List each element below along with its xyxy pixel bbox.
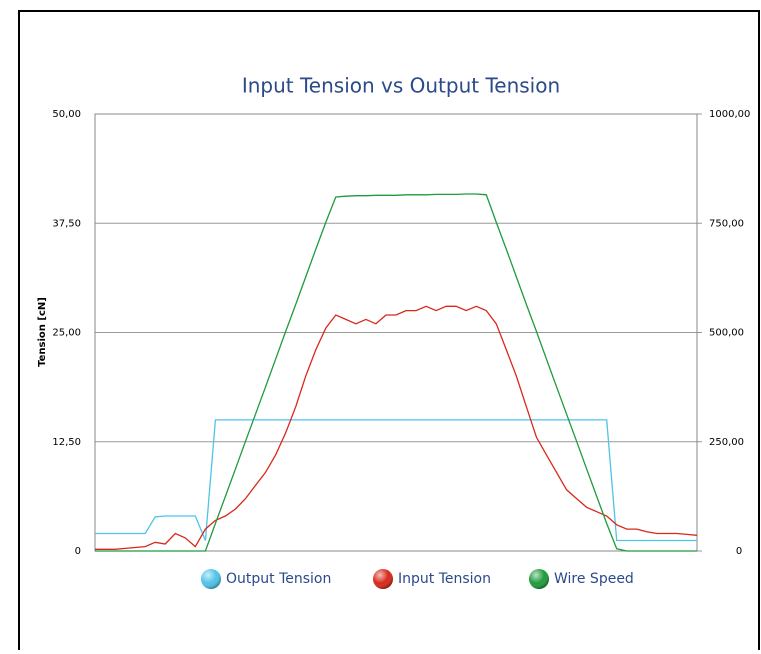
legend-label: Output Tension bbox=[226, 571, 331, 587]
y-tick-label: 0 bbox=[75, 546, 81, 557]
legend-label: Wire Speed bbox=[554, 571, 634, 587]
legend-swatch-shine bbox=[201, 569, 221, 589]
series-line bbox=[95, 305, 698, 550]
series-line bbox=[95, 419, 697, 542]
legend-swatch-shine bbox=[373, 569, 393, 589]
plot-area bbox=[94, 113, 698, 552]
y-tick-label: 25,00 bbox=[52, 328, 81, 339]
series-line bbox=[95, 193, 697, 552]
y-tick-label: 12,50 bbox=[52, 437, 81, 448]
legend-swatch-shine bbox=[529, 569, 549, 589]
legend-label: Input Tension bbox=[398, 571, 491, 587]
y2-tick-label: 750,00 bbox=[709, 218, 744, 229]
y2-tick-label: 250,00 bbox=[709, 437, 744, 448]
y2-tick-label: 0 bbox=[736, 546, 742, 557]
y2-tick-label: 1000,00 bbox=[709, 109, 750, 120]
y-tick-label: 50,00 bbox=[52, 109, 81, 120]
y-tick-label: 37,50 bbox=[52, 218, 81, 229]
y-axis-title: Tension [cN] bbox=[37, 297, 48, 367]
frame bbox=[18, 10, 760, 654]
chart-title: Input Tension vs Output Tension bbox=[242, 74, 560, 98]
y2-tick-label: 500,00 bbox=[709, 328, 744, 339]
